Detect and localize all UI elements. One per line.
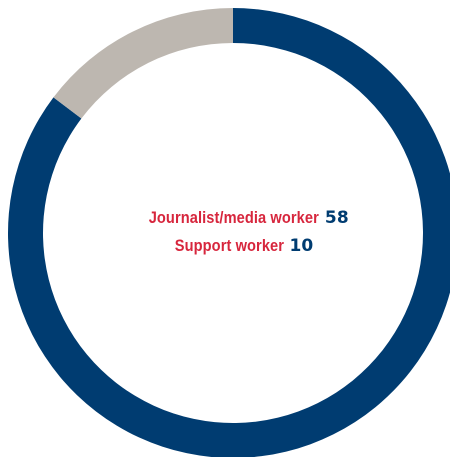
slice-support-worker bbox=[53, 8, 234, 119]
legend-value-support: 10 bbox=[289, 236, 314, 256]
donut-slices bbox=[8, 8, 450, 457]
legend-label-journalist: Journalist/media worker bbox=[148, 208, 320, 227]
legend-label-support: Support worker bbox=[174, 236, 284, 255]
legend-entry-journalist: Journalist/media worker 58 bbox=[25, 204, 445, 232]
legend-value-journalist: 58 bbox=[324, 208, 349, 228]
legend-entry-support: Support worker 10 bbox=[25, 232, 445, 260]
center-labels: Journalist/media worker 58 Support worke… bbox=[25, 204, 445, 260]
